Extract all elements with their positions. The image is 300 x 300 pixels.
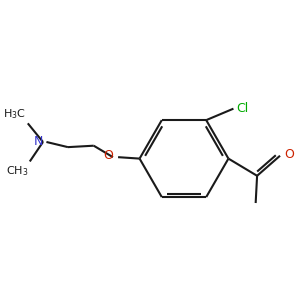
Text: CH$_3$: CH$_3$: [6, 164, 28, 178]
Text: H$_3$C: H$_3$C: [3, 107, 26, 121]
Text: N: N: [34, 136, 43, 148]
Text: O: O: [103, 149, 113, 162]
Text: Cl: Cl: [236, 102, 249, 115]
Text: O: O: [284, 148, 294, 161]
